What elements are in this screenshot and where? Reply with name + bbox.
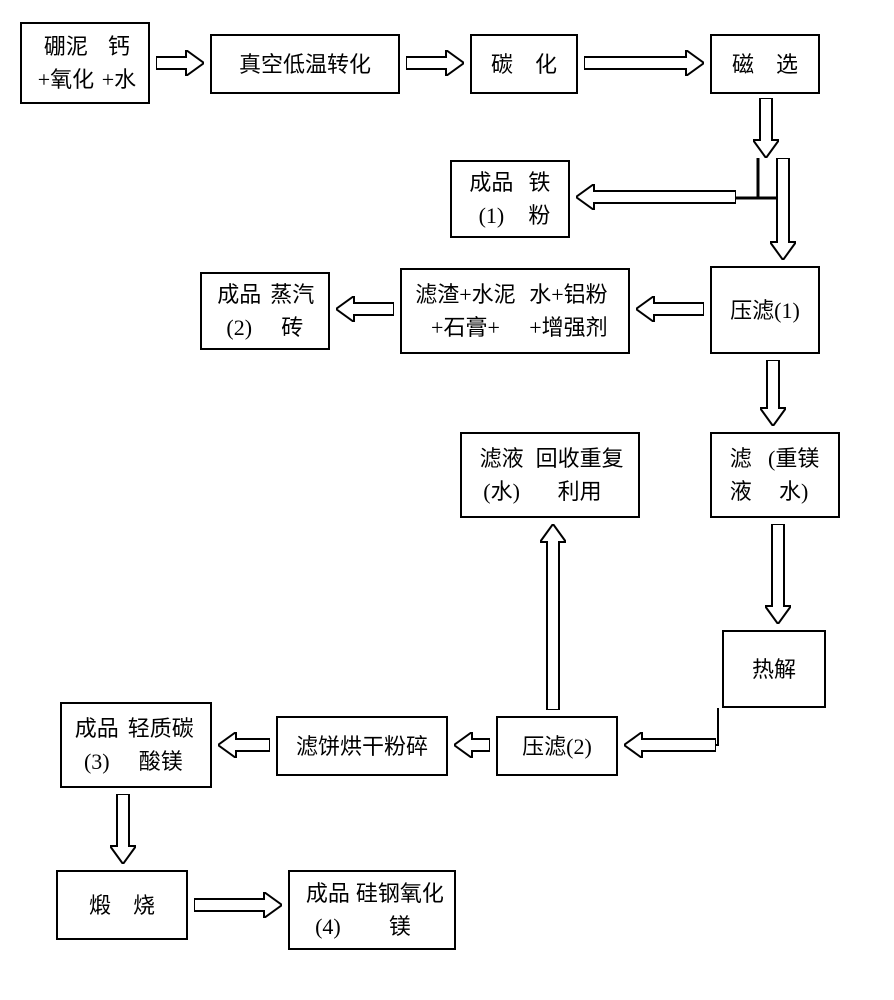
flowchart-node-n3: 碳 化 [470, 34, 578, 94]
elbow-connector [716, 708, 726, 754]
flowchart-arrow-a8 [336, 296, 394, 322]
flowchart-arrow-a10 [765, 524, 791, 624]
node-text: 滤渣+水泥+石膏+ [412, 278, 519, 344]
node-text: 滤液(水) [472, 442, 531, 508]
flowchart-node-n1: 硼泥+氧化钙+水 [20, 22, 150, 104]
flowchart-node-n14: 成品(3)轻质碳酸镁 [60, 702, 212, 788]
flowchart-arrow-a7 [636, 296, 704, 322]
node-text: 压滤 [730, 294, 774, 327]
node-text: 压滤(2) [522, 730, 592, 763]
node-text: (1) [774, 294, 800, 327]
flowchart-node-n8: 成品(2)蒸汽砖 [200, 272, 330, 350]
node-text: 蒸汽砖 [266, 278, 318, 344]
flowchart-node-n9: 滤液(重镁水) [710, 432, 840, 518]
node-text: 成品(1) [462, 166, 521, 232]
flowchart-arrow-a9 [760, 360, 786, 426]
node-text: 硼泥+氧化 [32, 30, 100, 96]
flowchart-arrow-a13 [540, 524, 566, 710]
flowchart-arrow-a3 [584, 50, 704, 76]
node-text: 铁粉 [521, 166, 558, 232]
flowchart-arrow-a16 [194, 892, 282, 918]
flowchart-node-n11: 热解 [722, 630, 826, 708]
flowchart-arrow-a4 [753, 98, 779, 158]
node-text: 成品(4) [300, 877, 356, 943]
flowchart-node-n12: 压滤(2) [496, 716, 618, 776]
node-text: 硅钢氧化镁 [356, 877, 444, 943]
flowchart-arrow-a2 [406, 50, 464, 76]
flowchart-arrow-a12 [454, 732, 490, 758]
node-text: 成品(3) [72, 712, 122, 778]
node-text: 滤饼烘干粉碎 [296, 730, 428, 763]
flowchart-node-n10: 滤液(水)回收重复利用 [460, 432, 640, 518]
flowchart-arrow-a14 [218, 732, 270, 758]
node-text: 真空低温转化 [239, 48, 371, 81]
node-text: 钙+水 [100, 30, 138, 96]
flowchart-arrow-a6 [770, 158, 796, 260]
flowchart-node-n4: 磁 选 [710, 34, 820, 94]
node-text: 成品(2) [212, 278, 266, 344]
flowchart-node-n2: 真空低温转化 [210, 34, 400, 94]
node-text: 轻质碳酸镁 [122, 712, 200, 778]
node-text: 水+铝粉+增强剂 [519, 278, 618, 344]
flowchart-node-n13: 滤饼烘干粉碎 [276, 716, 448, 776]
node-text: 碳 化 [491, 48, 557, 81]
flowchart-arrow-a15 [110, 794, 136, 864]
node-text: 滤液 [722, 442, 759, 508]
flowchart-arrow-a1 [156, 50, 204, 76]
flowchart-node-n7: 滤渣+水泥+石膏+水+铝粉+增强剂 [400, 268, 630, 354]
node-text: 热解 [752, 653, 796, 686]
flowchart-arrow-a5 [576, 184, 736, 210]
flowchart-arrow-a11 [624, 732, 716, 758]
flowchart-node-n15: 煅 烧 [56, 870, 188, 940]
node-text: 回收重复利用 [531, 442, 628, 508]
flowchart-node-n16: 成品(4)硅钢氧化镁 [288, 870, 456, 950]
flowchart-node-n5: 成品(1)铁粉 [450, 160, 570, 238]
node-text: 煅 烧 [89, 889, 155, 922]
flowchart-node-n6: 压滤(1) [710, 266, 820, 354]
node-text: 磁 选 [732, 48, 798, 81]
node-text: (重镁水) [759, 442, 828, 508]
